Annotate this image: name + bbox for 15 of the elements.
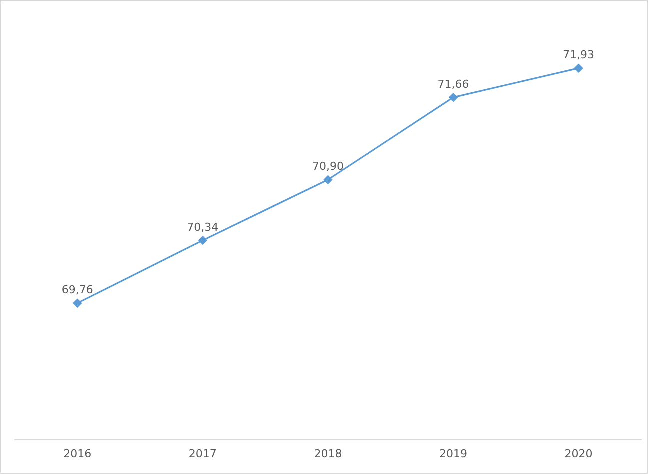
point	[449, 93, 458, 102]
data-label: 71,66	[438, 78, 470, 91]
x-tick-label: 2016	[64, 447, 92, 460]
x-tick-label: 2018	[314, 447, 342, 460]
x-tick-label: 2017	[188, 447, 217, 460]
data-label: 69,76	[62, 284, 94, 297]
x-tick-label: 2020	[564, 447, 593, 460]
data-label: 71,93	[563, 48, 595, 62]
point	[73, 299, 82, 308]
point	[574, 64, 584, 73]
data-label: 70,90	[312, 160, 344, 174]
data-label: 70,34	[187, 220, 219, 234]
x-tick-label: 2019	[439, 447, 468, 460]
point	[324, 176, 332, 184]
point	[198, 236, 208, 245]
